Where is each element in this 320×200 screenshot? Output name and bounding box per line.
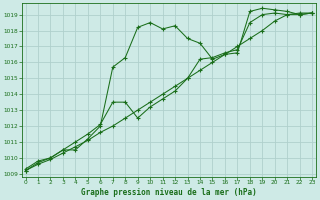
X-axis label: Graphe pression niveau de la mer (hPa): Graphe pression niveau de la mer (hPa) — [81, 188, 257, 197]
